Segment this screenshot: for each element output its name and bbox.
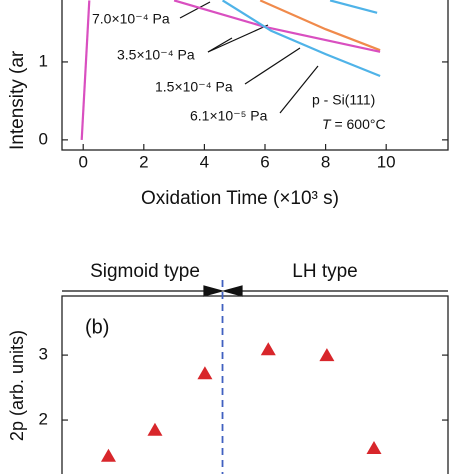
x-tick-label: 4 xyxy=(200,152,209,171)
arrow-head xyxy=(203,285,225,297)
annotation: 3.5×10⁻⁴ Pa xyxy=(117,47,195,63)
data-line xyxy=(80,0,91,140)
annotation: 1.5×10⁻⁴ Pa xyxy=(155,79,233,95)
arrow-head xyxy=(221,285,243,297)
x-axis-label: Oxidation Time (×10³ s) xyxy=(141,188,339,209)
data-point xyxy=(260,342,276,356)
region-label: Sigmoid type xyxy=(90,261,200,282)
arrow xyxy=(207,24,269,53)
x-tick-label: 8 xyxy=(321,152,330,171)
data-point xyxy=(100,448,116,462)
arrow xyxy=(279,65,319,114)
x-tick-label: 6 xyxy=(260,152,269,171)
y-tick-label: 3 xyxy=(39,345,48,364)
region-label: LH type xyxy=(292,261,357,282)
x-tick-label: 0 xyxy=(78,152,87,171)
arrow xyxy=(244,47,301,85)
y-tick-label: 0 xyxy=(39,129,48,148)
data-point xyxy=(147,422,163,436)
data-point xyxy=(366,440,382,454)
y-axis-label: 2p (arb. units) xyxy=(7,330,27,441)
y-axis-label: Intensity (ar xyxy=(7,50,28,150)
plot-frame xyxy=(61,0,449,151)
data-point xyxy=(319,348,335,362)
data-line xyxy=(259,0,381,52)
data-line xyxy=(222,0,381,78)
region-arrows xyxy=(62,285,448,297)
annotation: 7.0×10⁻⁴ Pa xyxy=(92,11,170,27)
annotation: p - Si(111) xyxy=(312,92,375,108)
annotation: T = 600°C xyxy=(322,116,386,132)
annotation: 6.1×10⁻⁵ Pa xyxy=(190,108,268,124)
annotation-arrows xyxy=(179,1,319,114)
arrow xyxy=(179,1,211,19)
panel-label: (b) xyxy=(85,316,109,338)
plot-frame xyxy=(61,295,449,474)
y-tick-label: 2 xyxy=(39,410,48,429)
x-tick-label: 2 xyxy=(139,152,148,171)
annotation-part: = 600°C xyxy=(331,116,386,132)
data-point xyxy=(197,366,213,380)
data-line xyxy=(329,0,378,14)
x-tick-label: 10 xyxy=(377,152,396,171)
annotation-part: T xyxy=(322,116,332,132)
y-tick-label: 1 xyxy=(39,51,48,70)
